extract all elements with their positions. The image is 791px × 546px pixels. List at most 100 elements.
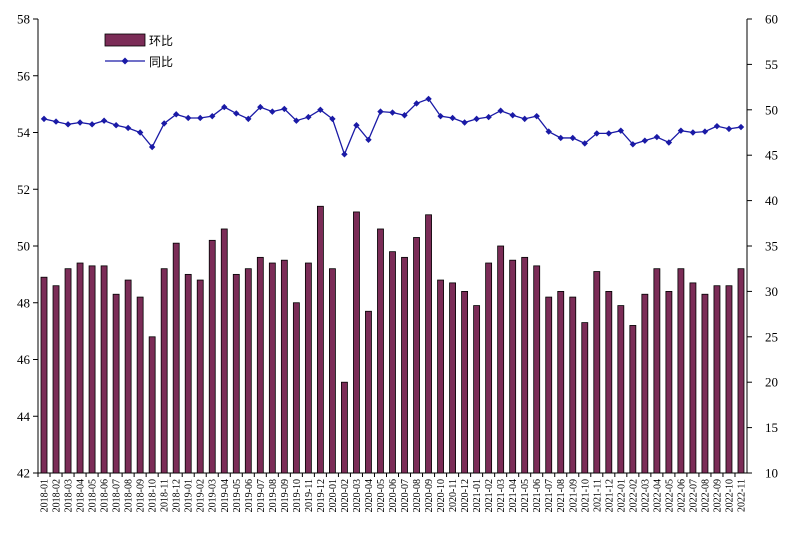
y-right-tick-label: 30: [765, 284, 778, 299]
x-tick-label: 2019-10: [292, 479, 303, 512]
line-point: [233, 110, 240, 117]
bar: [268, 262, 276, 474]
bar: [208, 239, 216, 474]
line-point: [148, 143, 156, 151]
x-tick-label: 2018-04: [76, 479, 87, 512]
bar: [184, 273, 192, 474]
bar: [377, 228, 384, 474]
x-tick-label: 2021-12: [604, 479, 615, 512]
bar: [244, 268, 252, 474]
x-tick-label: 2022-10: [724, 479, 735, 512]
x-tick-label: 2022-11: [736, 479, 747, 512]
x-tick-label: 2019-01: [184, 479, 195, 512]
y-left-tick-label: 42: [17, 466, 30, 481]
line-series: [40, 95, 745, 158]
bar: [569, 296, 577, 474]
line-point: [353, 122, 360, 129]
bar: [449, 282, 456, 474]
bar: [497, 245, 505, 474]
x-tick-label: 2018-07: [112, 479, 123, 512]
bar: [593, 271, 601, 474]
line-point: [136, 129, 144, 136]
line-point: [677, 127, 685, 134]
y-left-tick-label: 56: [17, 68, 31, 83]
bar: [172, 242, 180, 474]
bar: [316, 205, 324, 474]
y-right-tick-label: 10: [765, 466, 778, 481]
line-point: [689, 129, 697, 136]
bar: [581, 322, 589, 474]
x-tick-label: 2021-11: [592, 479, 603, 512]
x-tick-label: 2018-09: [136, 479, 147, 512]
bar: [737, 268, 745, 474]
line-point: [401, 112, 408, 119]
line-point: [76, 119, 84, 126]
x-tick-label: 2018-12: [172, 479, 183, 512]
y-left-tick-label: 48: [17, 295, 30, 310]
bar: [605, 290, 613, 474]
bar: [473, 305, 481, 474]
x-tick-label: 2020-11: [448, 479, 459, 512]
x-tick-label: 2018-02: [52, 479, 63, 512]
bar: [148, 336, 156, 474]
line-point: [329, 115, 336, 123]
bar: [557, 290, 565, 474]
x-tick-label: 2019-06: [244, 479, 255, 512]
line-point: [185, 114, 192, 122]
line-point: [112, 122, 120, 129]
line-point: [557, 134, 564, 142]
x-tick-label: 2019-07: [256, 479, 267, 512]
bar: [292, 302, 300, 474]
line-point: [449, 114, 456, 122]
line-point: [160, 120, 168, 127]
line-point: [197, 114, 204, 122]
bar: [689, 282, 697, 474]
bar: [653, 268, 661, 474]
line-point: [365, 136, 372, 143]
x-tick-label: 2018-05: [88, 479, 99, 512]
x-tick-label: 2020-05: [376, 479, 387, 512]
line-path: [43, 98, 742, 157]
line-point: [293, 117, 300, 124]
line-point: [281, 105, 288, 113]
x-tick-label: 2020-08: [412, 479, 423, 512]
x-tick-label: 2021-02: [484, 479, 495, 512]
y-right-tick-label: 15: [765, 420, 778, 435]
bar: [160, 268, 168, 474]
x-tick-label: 2018-01: [40, 479, 51, 512]
line-point: [593, 130, 600, 137]
x-tick-label: 2018-10: [148, 479, 159, 512]
line-point: [533, 112, 540, 120]
bar: [725, 285, 733, 474]
bar: [88, 265, 96, 474]
x-tick-label: 2021-10: [580, 479, 591, 512]
legend-label-line: 同比: [149, 55, 173, 69]
legend-label-bar: 环比: [149, 34, 173, 48]
x-tick-label: 2019-04: [220, 479, 231, 512]
bar: [545, 296, 553, 474]
x-tick-label: 2022-05: [664, 479, 675, 512]
bar: [713, 285, 721, 474]
x-tick-label: 2021-08: [556, 479, 567, 512]
legend-bar-swatch: [104, 33, 146, 47]
line-point: [88, 121, 96, 128]
line-point: [569, 134, 576, 142]
line-point: [269, 108, 276, 115]
line-point: [100, 117, 108, 124]
x-tick-label: 2019-11: [304, 479, 315, 512]
y-right-tick-label: 25: [765, 329, 778, 344]
y-left-tick-label: 58: [17, 12, 30, 27]
x-tick-label: 2021-07: [544, 479, 555, 512]
bar: [665, 290, 673, 474]
bar: [701, 293, 709, 474]
line-point: [605, 130, 613, 137]
x-tick-label: 2019-02: [196, 479, 207, 512]
x-tick-label: 2019-08: [268, 479, 279, 512]
y-right-tick-label: 45: [765, 148, 778, 163]
bar: [112, 293, 120, 474]
y-right-tick-label: 55: [765, 57, 778, 72]
x-tick-label: 2020-01: [328, 479, 339, 512]
bar: [617, 305, 625, 474]
line-point: [725, 125, 733, 133]
